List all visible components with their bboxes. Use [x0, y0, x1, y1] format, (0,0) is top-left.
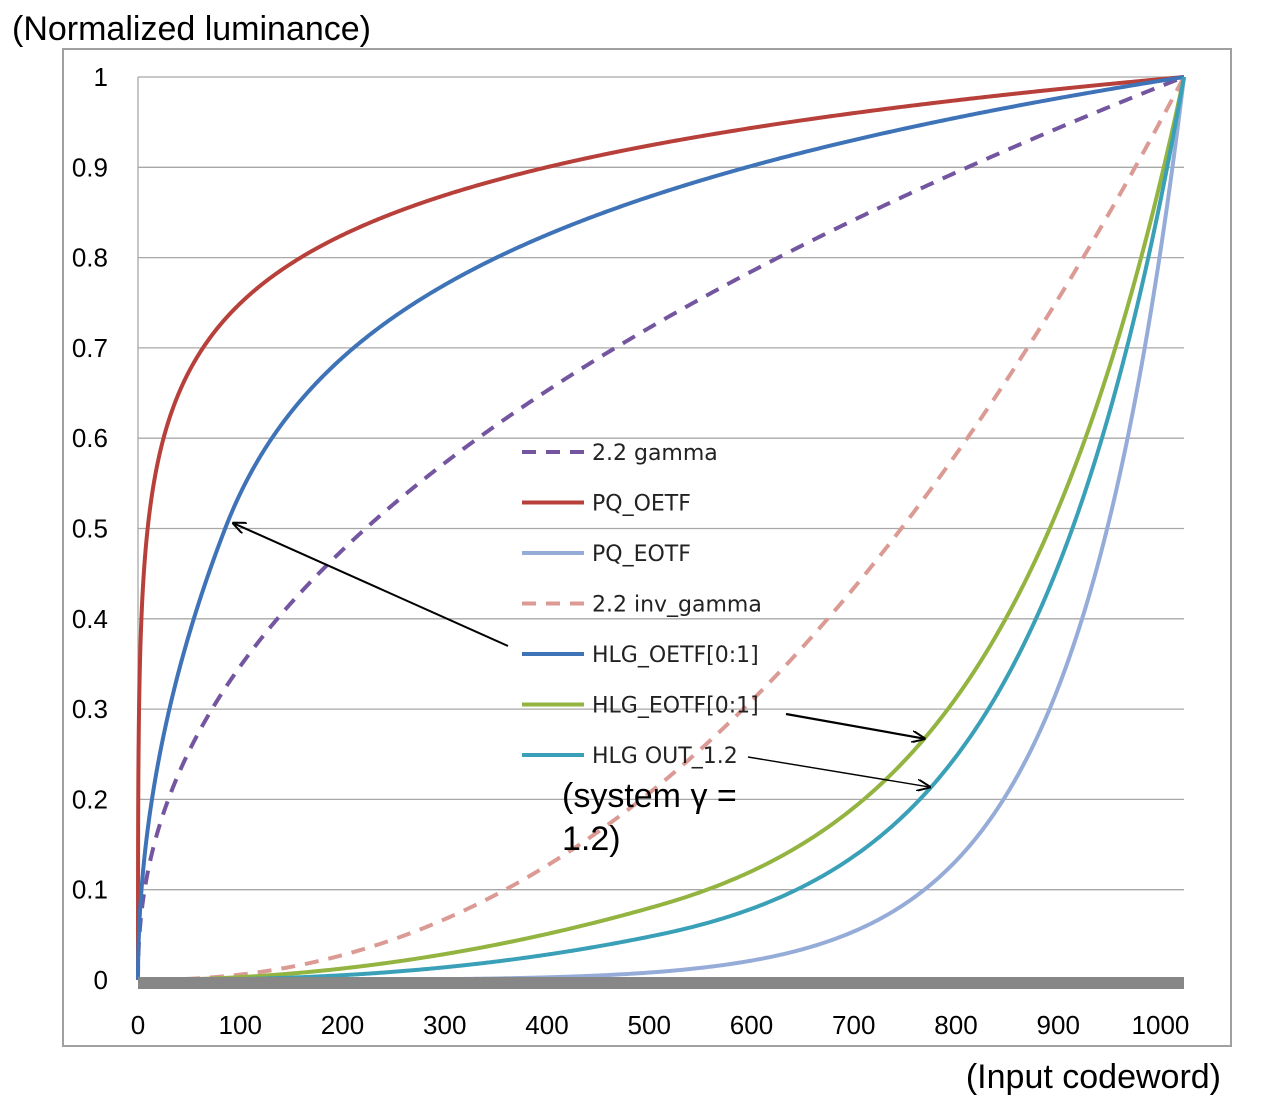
annotation-arrow	[747, 756, 929, 787]
x-axis-title: (Input codeword)	[965, 1058, 1221, 1096]
x-tick-label: 1000	[1132, 1010, 1190, 1040]
x-tick-label: 700	[832, 1010, 875, 1040]
x-tick-label: 600	[730, 1010, 773, 1040]
y-tick-label: 0.6	[72, 423, 108, 453]
x-tick-label: 100	[219, 1010, 262, 1040]
x-tick-label: 900	[1037, 1010, 1080, 1040]
annotation-line-2: 1.2)	[562, 820, 621, 858]
x-tick-label: 800	[934, 1010, 977, 1040]
series-line-hlg_oetf	[136, 75, 1185, 981]
annotation-line-1: (system γ =	[562, 777, 737, 815]
legend-label: HLG OUT_1.2	[592, 744, 738, 769]
x-tick-label: 0	[131, 1010, 145, 1040]
y-tick-label: 0.5	[72, 514, 108, 544]
legend-label: 2.2 gamma	[592, 441, 718, 466]
legend-label: HLG_EOTF[0:1]	[592, 694, 759, 719]
y-tick-label: 0.3	[72, 694, 108, 724]
y-tick-label: 0.8	[72, 243, 108, 273]
y-tick-label: 0.4	[72, 604, 108, 634]
y-tick-label: 0.9	[72, 152, 108, 182]
series-line-inv_gamma	[136, 76, 1186, 982]
series-line-pq_oetf	[136, 75, 1185, 980]
y-tick-label: 0.1	[72, 875, 108, 905]
x-tick-label: 300	[423, 1010, 466, 1040]
legend-label: PQ_OETF	[592, 492, 691, 517]
x-tick-label: 200	[321, 1010, 364, 1040]
x-axis-bar	[138, 977, 1184, 989]
annotation-arrow	[234, 523, 509, 647]
y-tick-label: 0	[94, 965, 108, 995]
y-tick-label: 1	[94, 62, 108, 92]
plot-frame	[62, 48, 1232, 1047]
y-axis-title: (Normalized luminance)	[12, 10, 372, 48]
annotation-arrow	[785, 712, 924, 739]
x-tick-label: 400	[525, 1010, 568, 1040]
legend-label: 2.2 inv_gamma	[592, 593, 762, 618]
legend-label: PQ_EOTF	[592, 542, 691, 567]
y-tick-label: 0.2	[72, 784, 108, 814]
series-line-gamma	[136, 75, 1185, 981]
y-tick-label: 0.7	[72, 333, 108, 363]
x-tick-label: 500	[628, 1010, 671, 1040]
legend-label: HLG_OETF[0:1]	[592, 643, 759, 668]
